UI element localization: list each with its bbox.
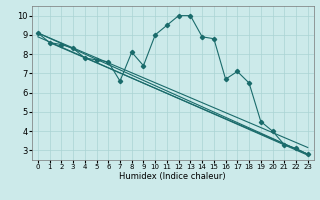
X-axis label: Humidex (Indice chaleur): Humidex (Indice chaleur) (119, 172, 226, 181)
